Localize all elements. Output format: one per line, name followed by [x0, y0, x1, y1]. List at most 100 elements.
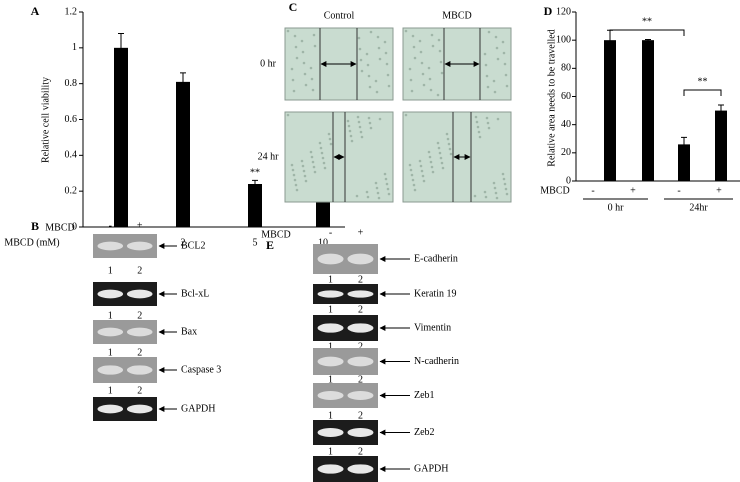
gel-band: [97, 241, 124, 251]
cell-texture: [319, 146, 323, 150]
cell-texture: [445, 132, 449, 136]
cell-texture: [303, 174, 307, 178]
significance-bracket: [609, 29, 685, 36]
cell-texture: [409, 78, 413, 82]
cell-texture: [295, 188, 299, 192]
cell-texture: [359, 58, 363, 62]
error-bar: [252, 179, 258, 189]
cell-texture: [427, 150, 431, 154]
cell-texture: [429, 160, 433, 164]
cell-texture: [349, 134, 353, 138]
cell-texture: [412, 45, 416, 49]
cell-texture: [367, 74, 371, 78]
cell-texture: [501, 172, 505, 176]
cell-texture: [422, 179, 426, 183]
cell-texture: [473, 194, 477, 198]
gel-label: BCL2: [181, 240, 205, 251]
gel-band: [317, 253, 344, 265]
cell-texture: [449, 152, 453, 156]
y-tick-label: 0.8: [65, 78, 78, 89]
cell-texture: [311, 88, 315, 92]
cell-texture: [504, 73, 508, 77]
cell-texture: [409, 168, 413, 172]
y-tick-label: 20: [561, 147, 571, 158]
cell-texture: [492, 79, 496, 83]
x-tick-label: 2: [181, 237, 186, 248]
cell-texture: [486, 85, 490, 89]
cell-texture: [286, 29, 290, 33]
gel-band: [126, 404, 153, 414]
gel-band: [317, 428, 344, 437]
cell-texture: [304, 179, 308, 183]
cell-texture: [418, 39, 422, 43]
cell-texture: [384, 177, 388, 181]
gel-label: Zeb1: [414, 390, 435, 401]
significance: **: [250, 168, 260, 179]
cell-texture: [474, 115, 478, 119]
y-tick-label: 100: [556, 34, 571, 45]
error-bar: [645, 38, 651, 42]
cell-texture: [428, 77, 432, 81]
cell-texture: [436, 93, 440, 97]
lane-number: 2: [137, 265, 142, 276]
cell-texture: [475, 120, 479, 124]
cell-texture: [421, 174, 425, 178]
cell-texture: [385, 182, 389, 186]
cell-texture: [439, 60, 443, 64]
cell-texture: [347, 124, 351, 128]
cell-texture: [321, 156, 325, 160]
cell-texture: [291, 78, 295, 82]
error-bar: [180, 72, 186, 92]
cell-texture: [485, 74, 489, 78]
cell-texture: [492, 181, 496, 185]
cell-texture: [410, 89, 414, 93]
gel-label: Caspase 3: [181, 364, 221, 375]
cell-texture: [291, 168, 295, 172]
cell-texture: [328, 137, 332, 141]
gel: [313, 284, 378, 304]
x-axis-label: MBCD: [540, 185, 569, 196]
cell-texture: [408, 67, 412, 71]
y-tick-label: 0: [72, 221, 77, 232]
cell-texture: [310, 77, 314, 81]
panel-letter: A: [31, 4, 40, 18]
cell-texture: [446, 137, 450, 141]
lane-number: 2: [137, 310, 142, 321]
cell-texture: [360, 135, 364, 139]
cell-texture: [420, 169, 424, 173]
lane-number: 1: [108, 310, 113, 321]
row-label: 24 hr: [258, 151, 280, 162]
cell-texture: [410, 173, 414, 177]
treatment-label: MBCD: [261, 229, 290, 240]
y-tick-label: 0.4: [65, 150, 78, 161]
cell-texture: [302, 61, 306, 65]
cell-texture: [486, 121, 490, 125]
cell-texture: [439, 156, 443, 160]
cell-texture: [436, 141, 440, 145]
cell-texture: [385, 62, 389, 66]
cell-texture: [494, 35, 498, 39]
cell-texture: [419, 164, 423, 168]
gel-band: [317, 323, 344, 333]
gel-band: [126, 365, 153, 375]
gel-label: Bcl-xL: [181, 288, 209, 299]
lane-number: 1: [328, 274, 333, 285]
gel-band: [347, 428, 374, 437]
y-axis-label: Relative area needs to be travelled: [546, 29, 557, 166]
cell-texture: [487, 126, 491, 130]
cell-texture: [374, 181, 378, 185]
y-tick-label: 120: [556, 6, 571, 17]
cell-texture: [374, 79, 378, 83]
lane-number: 2: [137, 385, 142, 396]
cell-texture: [438, 151, 442, 155]
cell-texture: [478, 135, 482, 139]
cell-texture: [377, 46, 381, 50]
bar: [176, 81, 190, 227]
gel-band: [97, 365, 124, 375]
lane-number: 2: [358, 374, 363, 385]
cell-texture: [383, 40, 387, 44]
lane-label: -: [329, 227, 332, 238]
cell-texture: [411, 34, 415, 38]
cell-texture: [496, 117, 500, 121]
cell-texture: [440, 71, 444, 75]
